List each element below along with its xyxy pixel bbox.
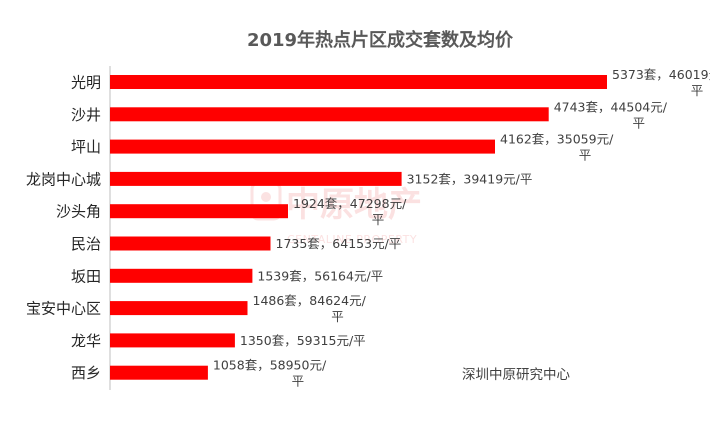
bar-1 — [110, 107, 549, 122]
category-label-3: 龙岗中心城 — [26, 170, 101, 188]
data-label-4-line1: 1924套，47298元/ — [293, 196, 407, 211]
data-label-9-line2: 平 — [292, 374, 305, 389]
bar-7 — [110, 301, 248, 316]
data-label-9-line1: 1058套，58950元/ — [213, 358, 327, 373]
bars-group — [110, 75, 607, 380]
data-label-1-line1: 4743套，44504元/ — [554, 99, 668, 114]
category-label-0: 光明 — [71, 74, 101, 92]
category-label-7: 宝安中心区 — [26, 300, 101, 318]
category-label-9: 西乡 — [71, 364, 101, 382]
category-label-2: 坪山 — [71, 138, 101, 156]
data-label-6: 1539套，56164元/平 — [257, 268, 383, 283]
data-label-1-line2: 平 — [632, 115, 645, 130]
data-label-4-line2: 平 — [372, 212, 385, 227]
source-note: 深圳中原研究中心 — [462, 367, 570, 383]
data-label-0-line1: 5373套，46019元/ — [612, 67, 710, 82]
data-label-3: 3152套，39419元/平 — [407, 171, 533, 186]
data-label-2-line1: 4162套，35059元/ — [500, 132, 614, 147]
data-labels-group: 5373套，46019元/平4743套，44504元/平4162套，35059元… — [213, 67, 710, 389]
bar-6 — [110, 268, 253, 283]
data-label-5: 1735套，64153元/平 — [276, 236, 402, 251]
data-label-7-line1: 1486套，84624元/ — [253, 293, 367, 308]
bar-2 — [110, 139, 495, 154]
data-label-7-line2: 平 — [331, 309, 344, 324]
bar-4 — [110, 204, 288, 219]
bar-0 — [110, 75, 607, 89]
data-label-2-line2: 平 — [579, 148, 592, 163]
category-label-1: 沙井 — [71, 106, 101, 124]
watermark-logo-dot-icon — [261, 192, 271, 202]
category-label-5: 民治 — [71, 235, 101, 253]
data-label-0-line2: 平 — [691, 83, 704, 98]
bar-8 — [110, 333, 235, 348]
category-label-6: 坂田 — [71, 267, 101, 285]
data-label-8: 1350套，59315元/平 — [240, 333, 366, 348]
category-label-8: 龙华 — [71, 332, 101, 350]
watermark-cn: 中原地产 — [286, 185, 422, 225]
chart-title: 2019年热点片区成交套数及均价 — [247, 29, 514, 51]
bar-3 — [110, 171, 402, 186]
watermark: 中原地产 CENTALINE PROPERTY — [250, 181, 422, 246]
category-label-4: 沙头角 — [56, 203, 101, 221]
bar-5 — [110, 236, 271, 251]
bar-9 — [110, 365, 208, 380]
watermark-en: CENTALINE PROPERTY — [287, 233, 417, 246]
